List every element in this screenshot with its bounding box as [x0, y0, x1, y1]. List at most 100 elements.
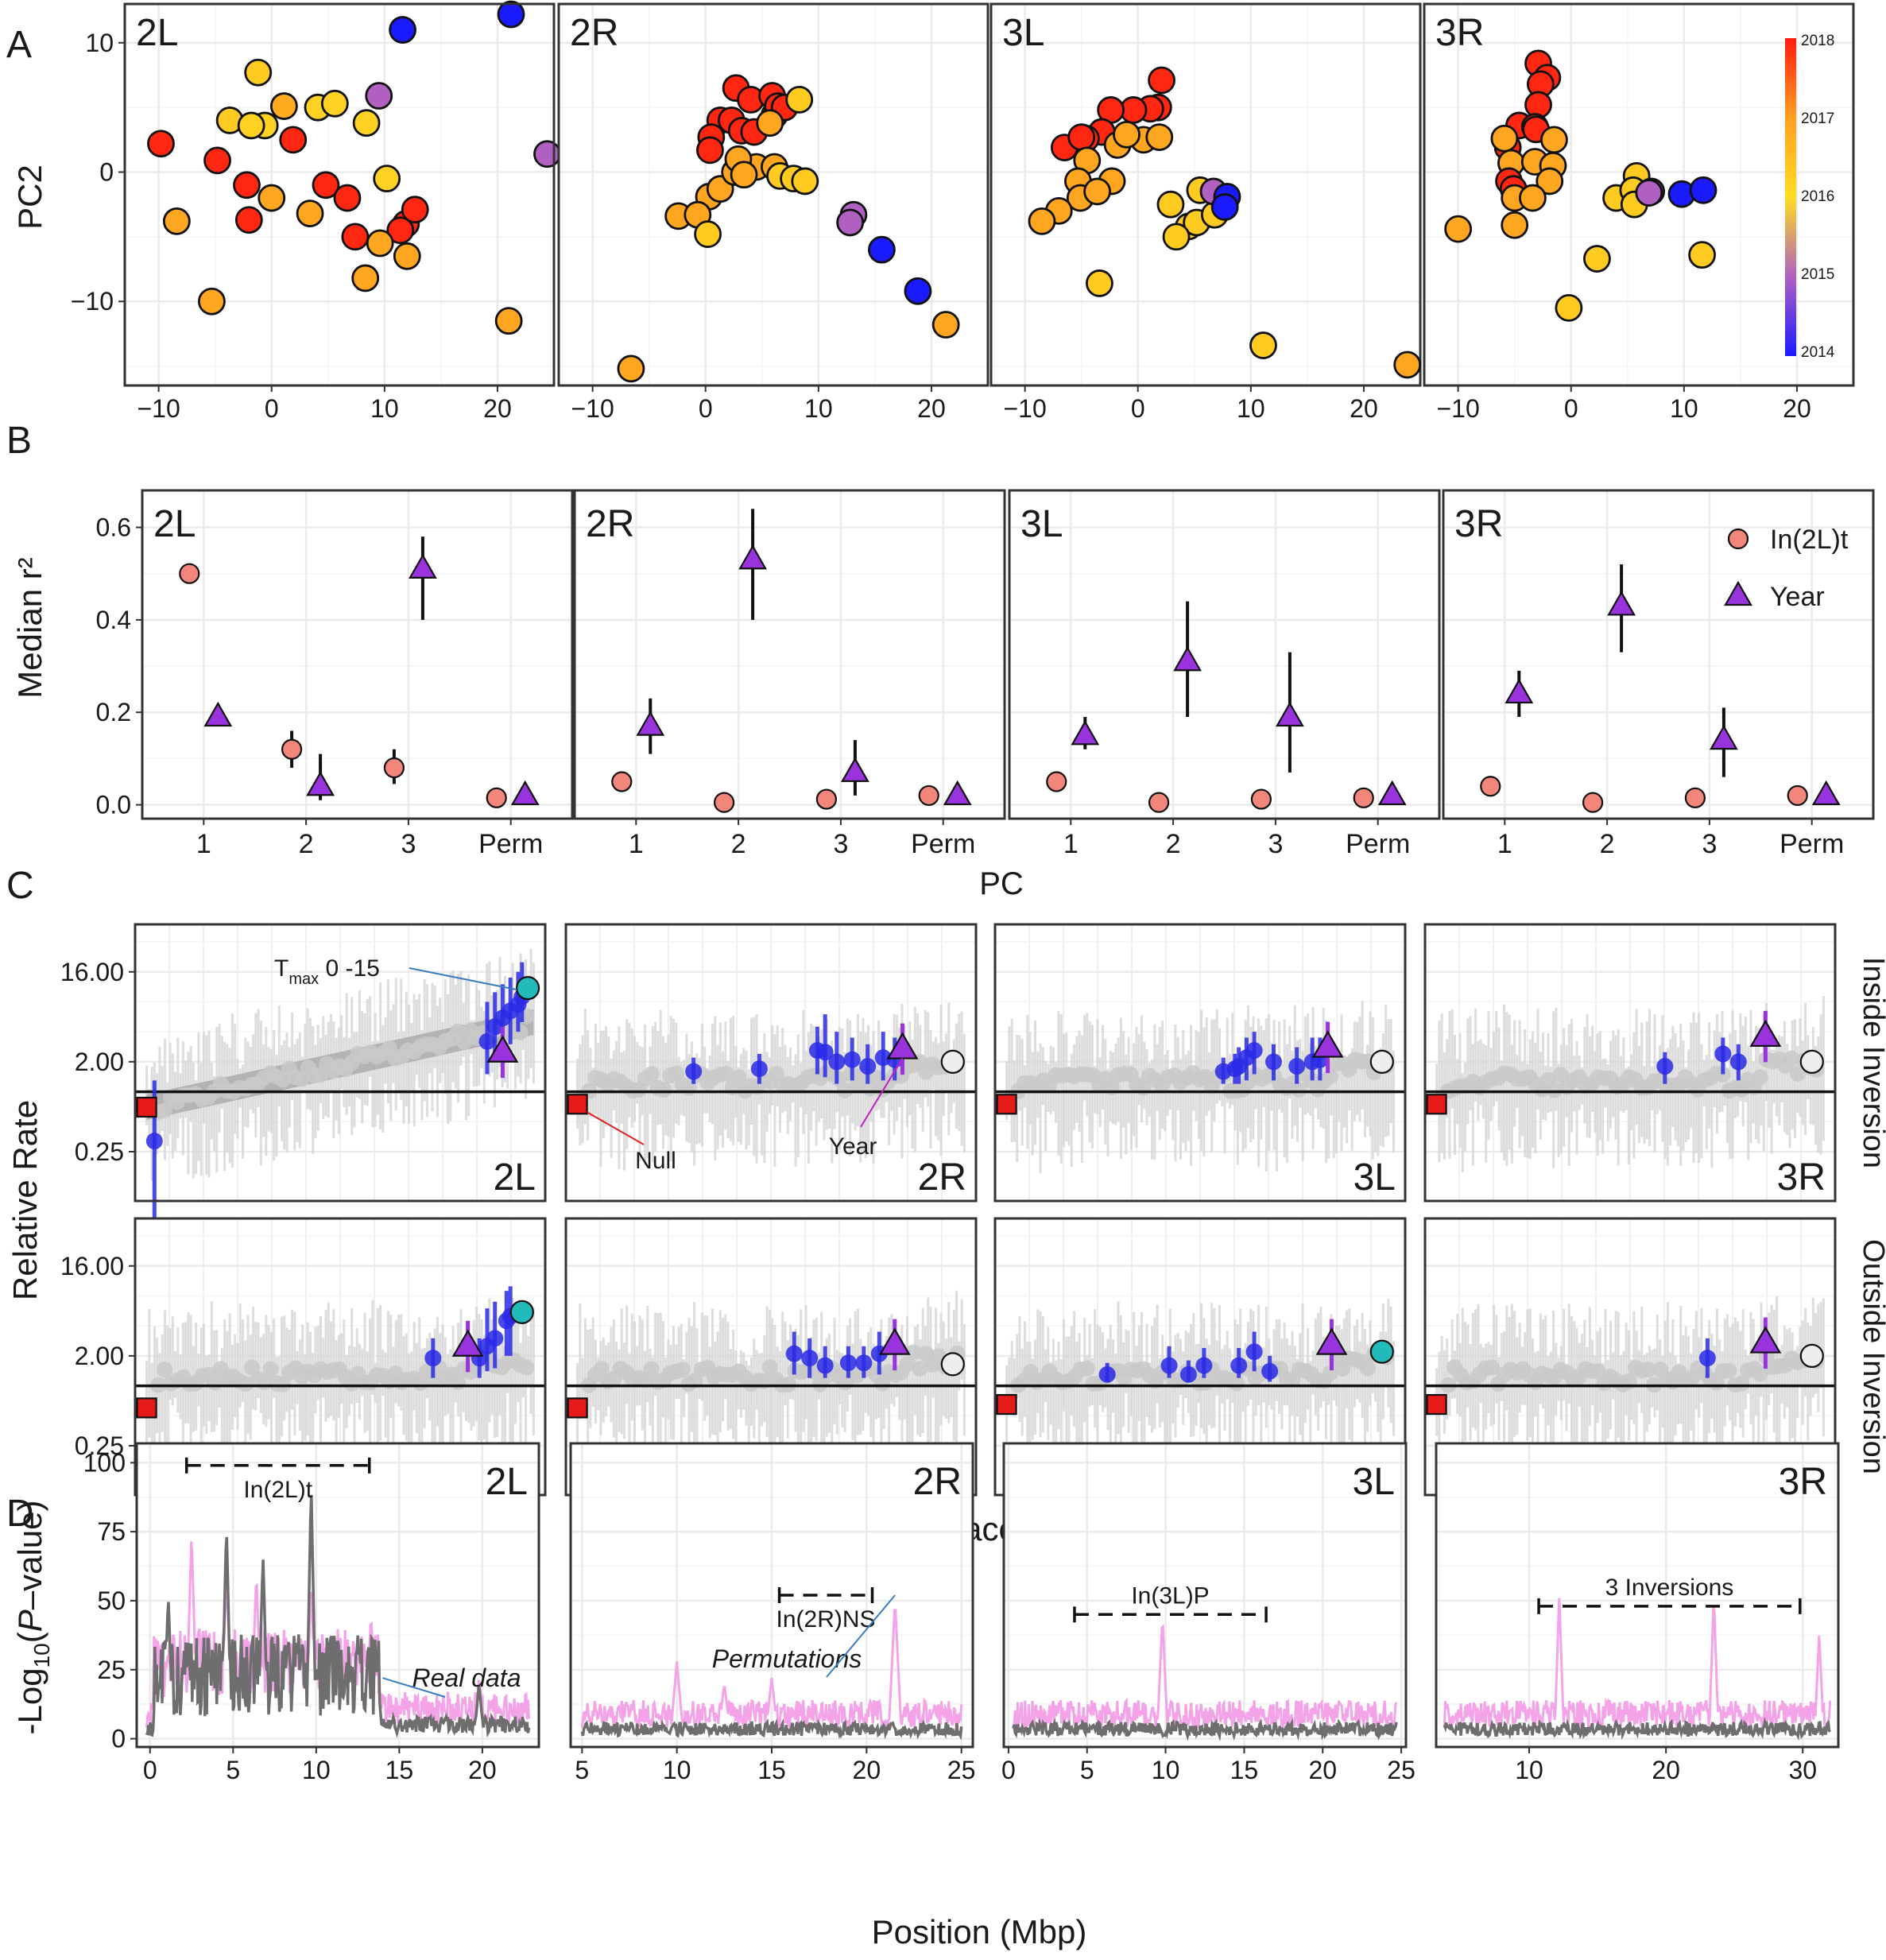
d-facet-3r: 3 Inversions 3R 10 20 30: [1435, 1442, 1840, 1784]
d-xtick-label: 20: [1652, 1756, 1680, 1784]
b-frame: [1008, 489, 1441, 820]
c-blue-point: [843, 1051, 861, 1068]
a-frame: [557, 2, 989, 387]
b-point-in2lt: [1480, 776, 1501, 797]
c-blue-point: [424, 1350, 442, 1367]
c-blue-point: [685, 1063, 703, 1080]
a-point: [365, 82, 393, 110]
c-gray-point: [905, 1344, 922, 1361]
d-xtick-label: 0: [1001, 1756, 1016, 1784]
b-point-year: [636, 711, 665, 736]
c-year-label: Year: [829, 1133, 877, 1160]
b-xlabel: PC: [979, 866, 1024, 901]
c-facet-2r-inside: 2R Null Year: [564, 923, 978, 1203]
a-point: [730, 161, 758, 189]
c-final-model-marker: [509, 1300, 534, 1324]
d-inversion-bracket: In(3L)P: [1073, 1582, 1268, 1623]
b-facet-2r: 2R 1 2 3 Perm: [573, 489, 1006, 859]
b-point-year: [738, 544, 767, 570]
a-xtick-label: 10: [1237, 394, 1265, 423]
c-blue-point: [859, 1058, 877, 1075]
c-facet-label: 2L: [494, 1156, 536, 1199]
c-year-marker: [1315, 1327, 1348, 1355]
a-xtick-label: −10: [571, 394, 614, 423]
c-blue-point: [816, 1357, 834, 1374]
d-permutations-label: Permutations: [712, 1644, 862, 1673]
c-blue-point: [1179, 1365, 1197, 1383]
c-gray-point: [643, 1066, 660, 1083]
d-real-data-line: [580, 1718, 963, 1741]
a-xtick-label: 20: [1350, 394, 1378, 423]
a-point: [617, 354, 645, 383]
c-ytick-label: 0.25: [75, 1431, 124, 1460]
a-point: [269, 92, 298, 120]
a-point: [258, 184, 286, 212]
a-point: [1555, 293, 1583, 322]
c-ytick-label: 2.00: [75, 1342, 124, 1370]
c-gray-point: [780, 1376, 797, 1393]
b-xtick-label: 2: [1600, 829, 1615, 859]
c-tmax-text: Tmax 0 -15: [274, 955, 380, 988]
c-null-label: Null: [635, 1148, 676, 1174]
a-facet-3l: 3L −10 0 10 20: [931, 2, 1422, 423]
c-gray-point: [157, 1102, 173, 1119]
c-gray-point: [1552, 1067, 1569, 1083]
c-row-label: Inside Inversion: [1857, 957, 1886, 1168]
b-xtick-label: 2: [731, 829, 746, 859]
a-ylabel: PC2: [11, 165, 48, 230]
a-point: [1113, 120, 1141, 149]
a-facet-label: 2R: [570, 12, 618, 54]
c-null-marker: [567, 1094, 588, 1115]
c-blue-point: [1656, 1058, 1674, 1075]
a-point: [234, 206, 263, 234]
panel-letter-c: C: [6, 865, 34, 907]
a-year-legend: 2018 2017 2016 2015 2014: [1785, 33, 1835, 361]
c-blue-point: [1245, 1042, 1263, 1059]
a-point: [1583, 245, 1611, 273]
a-point: [904, 277, 932, 305]
a-point: [694, 220, 722, 249]
c-frame: [993, 923, 1407, 1203]
a-xtick-label: 10: [370, 394, 399, 423]
d-real-data-arrow: [382, 1677, 446, 1698]
c-null-marker: [996, 1393, 1017, 1416]
a-point: [497, 0, 525, 29]
b-plot-bg: [575, 490, 1005, 819]
b-point-year: [1276, 701, 1304, 727]
c-gray-point: [518, 1359, 535, 1376]
d-ytick-label: 75: [97, 1517, 126, 1546]
c-final-model-marker: [940, 1352, 965, 1377]
d-facet-label: 3L: [1353, 1461, 1395, 1503]
a-point: [1393, 351, 1422, 379]
a-point: [696, 136, 724, 165]
a-year-colorbar: [1785, 38, 1796, 356]
a-point: [296, 199, 324, 227]
c-year-arrow: [860, 1058, 904, 1128]
d-inversion-label: In(3L)P: [1131, 1582, 1209, 1609]
d-permutation-line: [580, 1609, 963, 1733]
a-point: [868, 235, 896, 264]
d-xtick-label: 20: [1308, 1756, 1337, 1784]
b-point-in2lt: [611, 771, 633, 792]
d-real-data-label: Real data: [412, 1664, 521, 1692]
c-blue-point: [1160, 1357, 1178, 1374]
a-point: [931, 311, 960, 339]
d-xtick-label: 30: [1788, 1756, 1817, 1784]
d-facet-2l: In(2L)t Real data 2L 0 5 10 15 20 0 25 50 75 100: [83, 1442, 540, 1784]
b-point-in2lt: [179, 563, 200, 584]
b-plot-bg: [142, 490, 572, 819]
d-real-data-line: [145, 1494, 531, 1739]
c-blue-point: [145, 1133, 163, 1150]
a-point: [1249, 331, 1277, 359]
d-real-data-line: [1012, 1718, 1398, 1741]
d-xtick-label: 5: [575, 1756, 589, 1784]
a-plot-bg: [559, 4, 988, 385]
panel-letter-b: B: [6, 420, 32, 462]
c-gray-point: [593, 1360, 610, 1377]
b-xtick-label: 1: [196, 829, 211, 859]
a-xtick-label: 20: [483, 394, 512, 423]
b-legend-in2lt-swatch: [1727, 528, 1749, 550]
c-final-model-marker: [1369, 1049, 1394, 1074]
a-point: [1501, 211, 1529, 239]
d-series-annotation: Permutations: [712, 1594, 896, 1678]
